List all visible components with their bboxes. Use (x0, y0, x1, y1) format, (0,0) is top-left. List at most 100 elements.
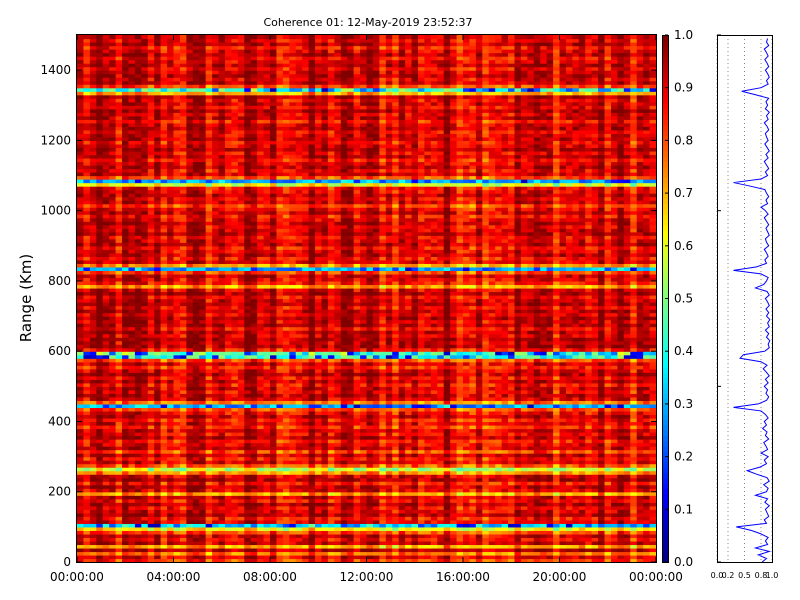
heatmap-cell (289, 460, 296, 464)
heatmap-cell (321, 383, 328, 387)
heatmap-cell (141, 464, 148, 468)
heatmap-cell (579, 397, 586, 401)
heatmap-cell (572, 537, 579, 541)
heatmap-cell (116, 509, 123, 513)
heatmap-cell (206, 464, 213, 468)
heatmap-cell (90, 516, 97, 520)
heatmap-cell (347, 506, 354, 510)
heatmap-cell (354, 544, 361, 548)
heatmap-cell (379, 544, 386, 548)
heatmap-cell (540, 414, 547, 418)
heatmap-cell (392, 379, 399, 383)
heatmap-cell (611, 407, 618, 411)
heatmap-cell (231, 436, 238, 440)
heatmap-cell (424, 544, 431, 548)
heatmap-cell (122, 509, 129, 513)
heatmap-cell (386, 439, 393, 443)
heatmap-cell (354, 495, 361, 499)
heatmap-cell (251, 513, 258, 517)
heatmap-cell (572, 457, 579, 461)
heatmap-cell (302, 481, 309, 485)
heatmap-cell (585, 523, 592, 527)
heatmap-cell (321, 393, 328, 397)
heatmap-cell (572, 400, 579, 404)
heatmap-cell (174, 520, 181, 524)
heatmap-cell (334, 544, 341, 548)
heatmap-cell (502, 488, 509, 492)
heatmap-cell (457, 414, 464, 418)
heatmap-cell (77, 555, 84, 559)
heatmap-cell (637, 443, 644, 447)
heatmap-cell (392, 551, 399, 555)
heatmap-cell (354, 379, 361, 383)
heatmap-cell (553, 400, 560, 404)
heatmap-cell (482, 414, 489, 418)
heatmap-cell (257, 537, 264, 541)
heatmap-cell (238, 527, 245, 531)
heatmap-cell (257, 393, 264, 397)
heatmap-cell (418, 425, 425, 429)
heatmap-cell (579, 558, 586, 562)
heatmap-cell (617, 506, 624, 510)
heatmap-cell (122, 499, 129, 503)
heatmap-cell (238, 495, 245, 499)
heatmap-cell (334, 432, 341, 436)
heatmap-cell (495, 467, 502, 471)
heatmap-cell (431, 499, 438, 503)
heatmap-cell (489, 428, 496, 432)
heatmap-cell (116, 393, 123, 397)
heatmap-cell (630, 436, 637, 440)
heatmap-cell (244, 453, 251, 457)
heatmap-cell (437, 369, 444, 373)
heatmap-cell (592, 530, 599, 534)
heatmap-cell (328, 376, 335, 380)
heatmap-cell (199, 506, 206, 510)
heatmap-cell (309, 372, 316, 376)
heatmap-cell (502, 537, 509, 541)
heatmap-cell (161, 397, 168, 401)
heatmap-cell (386, 537, 393, 541)
heatmap-cell (373, 400, 380, 404)
heatmap-cell (424, 376, 431, 380)
heatmap-cell (109, 372, 116, 376)
heatmap-cell (540, 446, 547, 450)
heatmap-cell (354, 428, 361, 432)
heatmap-cell (643, 407, 650, 411)
heatmap-cell (276, 527, 283, 531)
heatmap-cell (650, 467, 657, 471)
heatmap-cell (135, 502, 142, 506)
heatmap-cell (469, 404, 476, 408)
heatmap-cell (611, 372, 618, 376)
heatmap-cell (321, 390, 328, 394)
heatmap-cell (199, 414, 206, 418)
heatmap-cell (122, 397, 129, 401)
heatmap-cell (418, 488, 425, 492)
heatmap-cell (605, 551, 612, 555)
heatmap-cell (392, 541, 399, 545)
heatmap-cell (90, 393, 97, 397)
heatmap-cell (617, 544, 624, 548)
heatmap-cell (412, 383, 419, 387)
heatmap-cell (334, 513, 341, 517)
heatmap-cell (624, 537, 631, 541)
heatmap-cell (611, 379, 618, 383)
heatmap-cell (90, 506, 97, 510)
heatmap-cell (231, 400, 238, 404)
heatmap-cell (386, 464, 393, 468)
heatmap-cell (592, 432, 599, 436)
heatmap-cell (167, 439, 174, 443)
heatmap-cell (347, 548, 354, 552)
heatmap-cell (540, 369, 547, 373)
heatmap-cell (231, 460, 238, 464)
heatmap-cell (514, 516, 521, 520)
heatmap-cell (315, 520, 322, 524)
heatmap-cell (161, 386, 168, 390)
heatmap-cell (354, 541, 361, 545)
heatmap-cell (547, 478, 554, 482)
heatmap-cell (508, 481, 515, 485)
heatmap-cell (373, 446, 380, 450)
heatmap-cell (598, 400, 605, 404)
heatmap-cell (315, 516, 322, 520)
heatmap-cell (579, 467, 586, 471)
heatmap-cell (572, 404, 579, 408)
